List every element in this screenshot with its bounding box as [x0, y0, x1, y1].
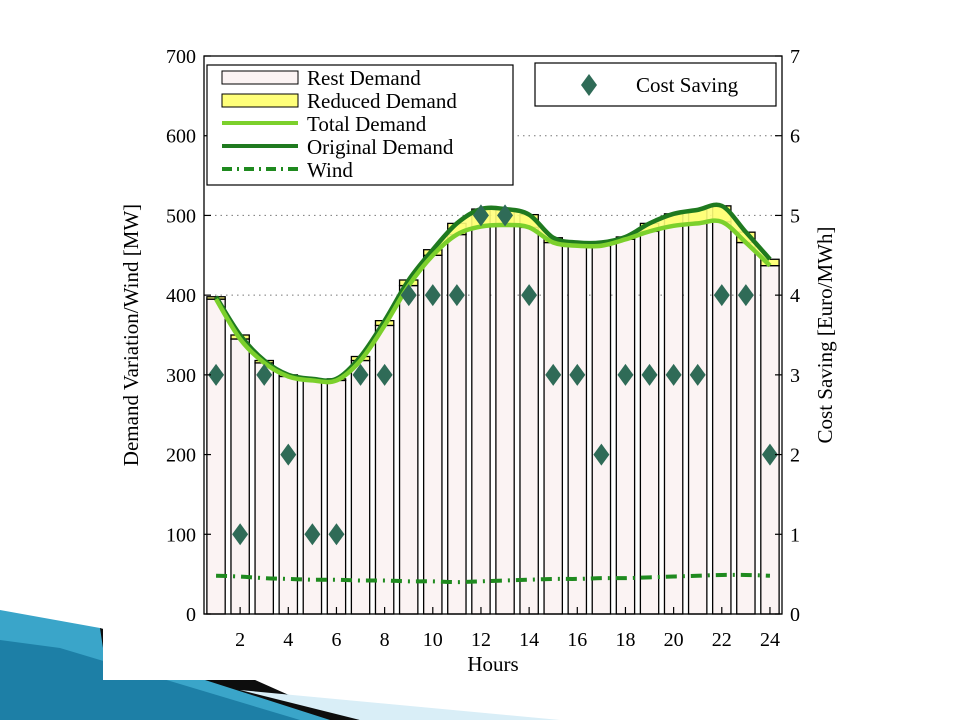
cost-saving-marker	[545, 363, 562, 386]
bar-rest-demand	[471, 225, 491, 615]
y-tick-label-left: 300	[166, 365, 196, 387]
cost-saving-marker	[424, 284, 441, 307]
y-tick-label-right: 3	[790, 365, 800, 387]
x-tick-label: 18	[615, 629, 635, 651]
cost-saving-marker	[521, 284, 538, 307]
legend-swatch-reduced	[221, 93, 299, 108]
bar-rest-demand	[254, 362, 275, 615]
legend-label-rest-demand: Rest Demand	[307, 66, 421, 90]
legend-swatch-cost-saving	[581, 74, 597, 96]
legend-label-wind: Wind	[307, 158, 353, 182]
x-tick-label: 20	[664, 629, 684, 651]
legend-label-cost-saving: Cost Saving	[636, 73, 739, 97]
x-tick-label: 16	[567, 629, 587, 651]
y-tick-label-right: 6	[790, 126, 800, 148]
cost-saving-marker	[304, 523, 321, 546]
bar-rest-demand	[495, 224, 515, 615]
x-tick-label: 10	[423, 629, 443, 651]
legend-label-reduced-demand: Reduced Demand	[307, 89, 457, 113]
x-tick-label: 6	[331, 629, 341, 651]
bar-rest-demand	[350, 359, 371, 615]
y-tick-label-right: 4	[790, 285, 800, 307]
cost-saving-marker	[472, 204, 489, 227]
line-total-demand	[214, 218, 772, 385]
y-tick-label-left: 100	[166, 524, 196, 546]
y-tick-label-left: 400	[166, 285, 196, 307]
cost-saving-marker	[761, 443, 778, 466]
cost-saving-marker	[256, 363, 273, 386]
cost-saving-marker	[593, 443, 610, 466]
bar-rest-demand	[615, 238, 636, 615]
y-tick-label-right: 1	[790, 524, 800, 546]
x-axis-title: Hours	[467, 652, 518, 676]
y-tick-label-left: 0	[186, 604, 196, 626]
bar-rest-demand	[760, 264, 780, 615]
bar-rest-demand	[567, 245, 588, 615]
line-wind	[215, 572, 771, 585]
lines-group	[214, 202, 772, 585]
cost-saving-marker	[713, 284, 730, 307]
cost-saving-marker	[232, 523, 249, 546]
cost-saving-marker	[208, 363, 225, 386]
y-tick-label-right: 7	[790, 46, 800, 68]
plot-frame	[203, 55, 783, 615]
cost-saving-marker	[497, 204, 514, 227]
cost-saving-marker	[352, 363, 369, 386]
x-tick-label: 8	[380, 629, 390, 651]
legend-left: Rest Demand Reduced Demand Total Demand …	[206, 64, 514, 186]
legend-label-original-demand: Original Demand	[307, 135, 454, 159]
cost-saving-marker	[737, 284, 754, 307]
bar-rest-demand	[663, 225, 684, 615]
cost-saving-marker	[689, 363, 706, 386]
y-tick-label-left: 700	[166, 46, 196, 68]
y-tick-label-right: 2	[790, 445, 800, 467]
cost-saving-marker	[328, 523, 345, 546]
bar-rest-demand	[398, 284, 419, 615]
cost-saving-marker	[448, 284, 465, 307]
x-tick-label: 12	[471, 629, 491, 651]
cost-saving-marker	[665, 363, 682, 386]
cost-saving-marker	[641, 363, 658, 386]
bar-rest-demand	[711, 221, 732, 615]
y-tick-label-left: 600	[166, 126, 196, 148]
bar-rest-demand	[687, 222, 708, 615]
cost-saving-marker	[376, 363, 393, 386]
axes-group	[203, 55, 783, 615]
bar-rest-demand	[639, 230, 660, 615]
x-tick-label: 22	[712, 629, 732, 651]
cost-saving-marker	[280, 443, 297, 466]
x-tick-label: 24	[760, 629, 780, 651]
cost-saving-markers	[208, 204, 778, 546]
bar-rest-demand	[591, 245, 612, 615]
y-tick-label-left: 500	[166, 205, 196, 227]
legend-swatch-rest	[221, 70, 299, 85]
bar-rest-demand	[422, 254, 443, 615]
y-axis-title-left: Demand Variation/Wind [MW]	[119, 204, 143, 466]
cost-saving-marker	[617, 363, 634, 386]
legend-label-total-demand: Total Demand	[307, 112, 427, 136]
bar-rest-demand	[543, 241, 564, 615]
legend-right: Cost Saving	[534, 62, 777, 107]
cost-saving-marker	[400, 284, 417, 307]
bar-rest-demand	[230, 338, 250, 615]
bar-rest-demand	[206, 298, 226, 615]
y-tick-label-right: 0	[790, 604, 800, 626]
y-tick-label-right: 5	[790, 205, 800, 227]
x-tick-label: 2	[235, 629, 245, 651]
x-tick-label: 14	[519, 629, 539, 651]
cost-saving-marker	[569, 363, 586, 386]
y-tick-label-left: 200	[166, 445, 196, 467]
y-axis-title-right: Cost Saving [Euro/MWh]	[813, 227, 837, 444]
x-tick-label: 4	[283, 629, 293, 651]
